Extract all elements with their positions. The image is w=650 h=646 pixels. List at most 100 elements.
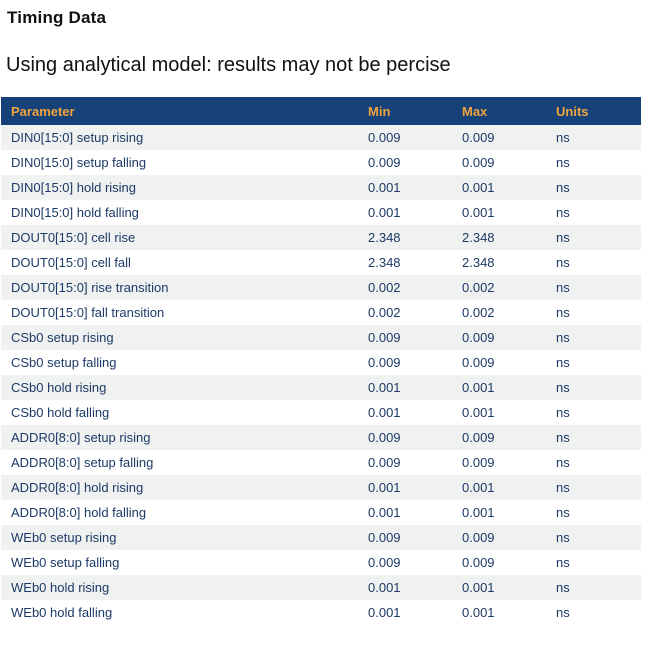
table-row: DOUT0[15:0] fall transition 0.002 0.002 ns bbox=[1, 300, 641, 325]
min-cell: 0.001 bbox=[368, 580, 401, 595]
parameter-cell: CSb0 hold rising bbox=[11, 380, 107, 395]
max-cell: 0.001 bbox=[462, 605, 495, 620]
units-cell: ns bbox=[556, 455, 570, 470]
min-cell: 0.002 bbox=[368, 305, 401, 320]
min-cell: 2.348 bbox=[368, 255, 401, 270]
units-cell: ns bbox=[556, 355, 570, 370]
units-cell: ns bbox=[556, 230, 570, 245]
table-row: ADDR0[8:0] hold falling 0.001 0.001 ns bbox=[1, 500, 641, 525]
max-cell: 0.002 bbox=[462, 305, 495, 320]
min-cell: 0.001 bbox=[368, 180, 401, 195]
min-cell: 0.009 bbox=[368, 355, 401, 370]
units-cell: ns bbox=[556, 255, 570, 270]
min-cell: 0.001 bbox=[368, 605, 401, 620]
parameter-cell: CSb0 setup falling bbox=[11, 355, 117, 370]
units-cell: ns bbox=[556, 530, 570, 545]
max-cell: 0.009 bbox=[462, 430, 495, 445]
parameter-cell: ADDR0[8:0] setup rising bbox=[11, 430, 151, 445]
units-cell: ns bbox=[556, 330, 570, 345]
units-cell: ns bbox=[556, 580, 570, 595]
units-cell: ns bbox=[556, 205, 570, 220]
units-cell: ns bbox=[556, 405, 570, 420]
table-row: ADDR0[8:0] hold rising 0.001 0.001 ns bbox=[1, 475, 641, 500]
max-cell: 0.009 bbox=[462, 330, 495, 345]
min-cell: 0.009 bbox=[368, 430, 401, 445]
table-row: CSb0 hold falling 0.001 0.001 ns bbox=[1, 400, 641, 425]
max-cell: 0.001 bbox=[462, 580, 495, 595]
parameter-cell: WEb0 setup rising bbox=[11, 530, 117, 545]
max-cell: 0.001 bbox=[462, 205, 495, 220]
parameter-cell: DOUT0[15:0] fall transition bbox=[11, 305, 165, 320]
min-cell: 0.002 bbox=[368, 280, 401, 295]
table-row: CSb0 setup rising 0.009 0.009 ns bbox=[1, 325, 641, 350]
table-row: WEb0 setup falling 0.009 0.009 ns bbox=[1, 550, 641, 575]
table-row: ADDR0[8:0] setup falling 0.009 0.009 ns bbox=[1, 450, 641, 475]
parameter-cell: DIN0[15:0] setup rising bbox=[11, 130, 144, 145]
parameter-cell: ADDR0[8:0] hold rising bbox=[11, 480, 144, 495]
min-cell: 0.001 bbox=[368, 405, 401, 420]
max-cell: 0.009 bbox=[462, 355, 495, 370]
timing-table: Parameter Min Max Units DIN0[15:0] setup… bbox=[1, 97, 641, 625]
col-header-parameter: Parameter bbox=[1, 97, 358, 125]
parameter-cell: CSb0 hold falling bbox=[11, 405, 110, 420]
parameter-cell: ADDR0[8:0] setup falling bbox=[11, 455, 154, 470]
table-row: DOUT0[15:0] cell rise 2.348 2.348 ns bbox=[1, 225, 641, 250]
units-cell: ns bbox=[556, 155, 570, 170]
max-cell: 0.001 bbox=[462, 405, 495, 420]
units-cell: ns bbox=[556, 555, 570, 570]
units-cell: ns bbox=[556, 130, 570, 145]
max-cell: 2.348 bbox=[462, 255, 495, 270]
parameter-cell: WEb0 hold rising bbox=[11, 580, 110, 595]
min-cell: 0.001 bbox=[368, 205, 401, 220]
table-row: CSb0 hold rising 0.001 0.001 ns bbox=[1, 375, 641, 400]
units-cell: ns bbox=[556, 605, 570, 620]
parameter-cell: DIN0[15:0] setup falling bbox=[11, 155, 147, 170]
page-subtitle: Using analytical model: results may not … bbox=[6, 54, 451, 76]
parameter-cell: CSb0 setup rising bbox=[11, 330, 114, 345]
table-row: DOUT0[15:0] cell fall 2.348 2.348 ns bbox=[1, 250, 641, 275]
min-cell: 0.001 bbox=[368, 480, 401, 495]
min-cell: 2.348 bbox=[368, 230, 401, 245]
table-row: DOUT0[15:0] rise transition 0.002 0.002 ns bbox=[1, 275, 641, 300]
parameter-cell: WEb0 hold falling bbox=[11, 605, 113, 620]
min-cell: 0.009 bbox=[368, 555, 401, 570]
min-cell: 0.009 bbox=[368, 455, 401, 470]
max-cell: 0.009 bbox=[462, 555, 495, 570]
page-title: Timing Data bbox=[7, 8, 107, 27]
parameter-cell: DOUT0[15:0] cell rise bbox=[11, 230, 136, 245]
max-cell: 0.009 bbox=[462, 530, 495, 545]
timing-table-body: DIN0[15:0] setup rising 0.009 0.009 ns DIN0[… bbox=[1, 125, 641, 625]
col-header-units: Units bbox=[546, 97, 641, 125]
max-cell: 0.009 bbox=[462, 130, 495, 145]
min-cell: 0.009 bbox=[368, 155, 401, 170]
max-cell: 0.001 bbox=[462, 180, 495, 195]
units-cell: ns bbox=[556, 505, 570, 520]
table-header-row: Parameter Min Max Units bbox=[1, 97, 641, 125]
table-row: DIN0[15:0] hold falling 0.001 0.001 ns bbox=[1, 200, 641, 225]
parameter-cell: WEb0 setup falling bbox=[11, 555, 120, 570]
parameter-cell: DOUT0[15:0] cell fall bbox=[11, 255, 131, 270]
parameter-cell: DIN0[15:0] hold falling bbox=[11, 205, 139, 220]
units-cell: ns bbox=[556, 180, 570, 195]
col-header-min: Min bbox=[358, 97, 452, 125]
table-row: DIN0[15:0] setup falling 0.009 0.009 ns bbox=[1, 150, 641, 175]
table-row: DIN0[15:0] hold rising 0.001 0.001 ns bbox=[1, 175, 641, 200]
units-cell: ns bbox=[556, 480, 570, 495]
min-cell: 0.001 bbox=[368, 505, 401, 520]
units-cell: ns bbox=[556, 380, 570, 395]
table-row: WEb0 hold falling 0.001 0.001 ns bbox=[1, 600, 641, 625]
table-row: DIN0[15:0] setup rising 0.009 0.009 ns bbox=[1, 125, 641, 150]
min-cell: 0.001 bbox=[368, 380, 401, 395]
max-cell: 2.348 bbox=[462, 230, 495, 245]
max-cell: 0.009 bbox=[462, 455, 495, 470]
max-cell: 0.001 bbox=[462, 380, 495, 395]
parameter-cell: ADDR0[8:0] hold falling bbox=[11, 505, 147, 520]
min-cell: 0.009 bbox=[368, 130, 401, 145]
parameter-cell: DIN0[15:0] hold rising bbox=[11, 180, 137, 195]
parameter-cell: DOUT0[15:0] rise transition bbox=[11, 280, 169, 295]
max-cell: 0.002 bbox=[462, 280, 495, 295]
units-cell: ns bbox=[556, 430, 570, 445]
table-row: CSb0 setup falling 0.009 0.009 ns bbox=[1, 350, 641, 375]
min-cell: 0.009 bbox=[368, 530, 401, 545]
table-row: WEb0 hold rising 0.001 0.001 ns bbox=[1, 575, 641, 600]
